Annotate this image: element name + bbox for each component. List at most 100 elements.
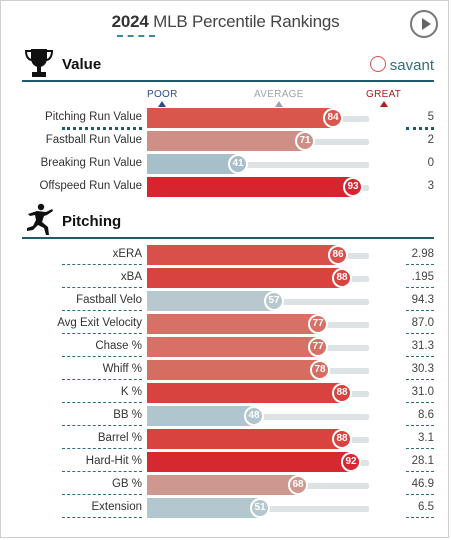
metric-name: Extension (91, 501, 142, 513)
percentile-badge: 71 (295, 131, 315, 151)
row-divider (62, 448, 142, 449)
scale-great: GREAT (366, 89, 401, 107)
percentile-bar (147, 452, 351, 472)
percentile-bar (147, 498, 260, 518)
metric-row[interactable]: Extension 51 6.5 (22, 498, 434, 518)
percentile-badge: 77 (308, 337, 328, 357)
metric-row[interactable]: Fastball Run Value 71 2 (22, 131, 434, 151)
percentile-bar (147, 383, 342, 403)
selected-underline (406, 127, 434, 130)
scale-average: AVERAGE (254, 89, 304, 107)
metric-row[interactable]: GB % 68 46.9 (22, 475, 434, 495)
metric-row[interactable]: xBA 88 .195 (22, 268, 434, 288)
metric-name: xBA (120, 271, 142, 283)
percentile-badge: 68 (288, 475, 308, 495)
metric-value: 30.3 (411, 363, 434, 375)
metric-row[interactable]: Breaking Run Value 41 0 (22, 154, 434, 174)
metric-row[interactable]: xERA 86 2.98 (22, 245, 434, 265)
percentile-badge: 77 (308, 314, 328, 334)
metric-name: Fastball Velo (76, 294, 142, 306)
metric-value: 0 (427, 157, 434, 169)
value-section-title: Value (62, 56, 102, 73)
trophy-icon (24, 49, 54, 77)
pitching-section-rule (22, 237, 434, 239)
pitching-section-header: Pitching (22, 203, 434, 239)
metric-row[interactable]: Chase % 77 31.3 (22, 337, 434, 357)
metric-value: 6.5 (418, 501, 434, 513)
metric-name: Avg Exit Velocity (57, 317, 142, 329)
savant-logo[interactable]: savant (369, 56, 434, 74)
percentile-badge: 41 (228, 154, 248, 174)
percentile-bar (147, 291, 274, 311)
percentile-bar (147, 337, 318, 357)
metric-row[interactable]: BB % 48 8.6 (22, 406, 434, 426)
percentile-bar (147, 245, 338, 265)
row-divider (62, 287, 142, 288)
percentile-bar (147, 360, 320, 380)
metric-value: 31.3 (411, 340, 434, 352)
row-divider (406, 379, 434, 380)
row-divider (62, 333, 142, 334)
percentile-badge: 57 (264, 291, 284, 311)
metric-row[interactable]: Offspeed Run Value 93 3 (22, 177, 434, 197)
row-divider (406, 402, 434, 403)
row-divider (406, 471, 434, 472)
row-divider (406, 264, 434, 265)
metric-value: 31.0 (411, 386, 434, 398)
percentile-bar (147, 268, 342, 288)
percentile-badge: 88 (332, 268, 352, 288)
savant-text: savant (389, 57, 434, 74)
row-divider (62, 264, 142, 265)
percentile-bar (147, 154, 238, 174)
percentile-bar (147, 131, 305, 151)
metric-row[interactable]: Fastball Velo 57 94.3 (22, 291, 434, 311)
row-divider (406, 287, 434, 288)
row-divider (62, 356, 142, 357)
row-divider (406, 494, 434, 495)
percentile-bar (147, 108, 333, 128)
title-year: 2024 (111, 12, 149, 31)
row-divider (406, 448, 434, 449)
metric-row[interactable]: Avg Exit Velocity 77 87.0 (22, 314, 434, 334)
metric-row[interactable]: Barrel % 88 3.1 (22, 429, 434, 449)
metric-name: Fastball Run Value (45, 134, 142, 146)
metric-row[interactable]: Whiff % 78 30.3 (22, 360, 434, 380)
percentile-bar (147, 406, 254, 426)
metric-name: Pitching Run Value (45, 111, 142, 123)
row-divider (406, 333, 434, 334)
percentile-badge: 93 (343, 177, 363, 197)
percentile-badge: 84 (323, 108, 343, 128)
row-divider (62, 425, 142, 426)
metric-value: 3.1 (418, 432, 434, 444)
percentile-bar (147, 177, 353, 197)
page-title: 2024 MLB Percentile Rankings (0, 12, 451, 32)
scale-average-label: AVERAGE (254, 89, 304, 100)
metric-value: 3 (427, 180, 434, 192)
percentile-badge: 86 (328, 245, 348, 265)
row-divider (406, 356, 434, 357)
metric-name: K % (120, 386, 142, 398)
percentile-badge: 51 (250, 498, 270, 518)
scale-great-label: GREAT (366, 89, 402, 100)
value-section-header: Value savant (22, 49, 434, 82)
scale-poor-label: POOR (147, 89, 178, 100)
metric-row[interactable]: Pitching Run Value 84 5 (22, 108, 434, 130)
play-icon[interactable] (410, 10, 438, 38)
metric-value: 28.1 (411, 455, 434, 467)
metric-name: Hard-Hit % (85, 455, 142, 467)
metric-value: 87.0 (411, 317, 434, 329)
metric-row[interactable]: Hard-Hit % 92 28.1 (22, 452, 434, 472)
row-divider (406, 517, 434, 518)
metric-value: 8.6 (418, 409, 434, 421)
percentile-bar (147, 475, 298, 495)
metric-value: 94.3 (411, 294, 434, 306)
metric-name: Breaking Run Value (40, 157, 142, 169)
metric-name: GB % (111, 478, 142, 490)
value-section-rule (22, 80, 434, 82)
metric-row[interactable]: K % 88 31.0 (22, 383, 434, 403)
metric-name: Chase % (95, 340, 142, 352)
percentile-badge: 92 (341, 452, 361, 472)
row-divider (62, 379, 142, 380)
row-divider (62, 471, 142, 472)
metric-name: Offspeed Run Value (39, 180, 142, 192)
